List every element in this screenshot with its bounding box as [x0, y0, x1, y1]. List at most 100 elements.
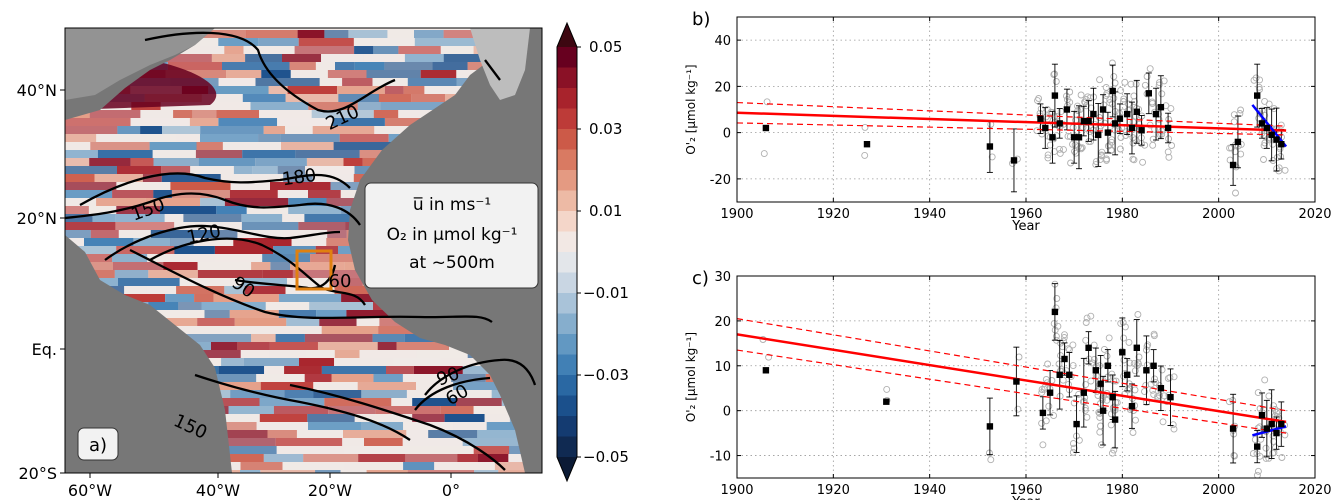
- gridlines: [736, 275, 1316, 478]
- profile-point: [1077, 145, 1085, 153]
- anomaly-patch: [359, 350, 417, 358]
- anomaly-patch: [453, 382, 519, 390]
- profile-point: [1158, 90, 1166, 98]
- profile-point: [1056, 145, 1063, 153]
- anomaly-patch: [65, 230, 91, 238]
- x-axis-label: Year: [1011, 219, 1040, 234]
- anomaly-patch: [242, 150, 296, 158]
- profile-point: [1050, 71, 1058, 78]
- anomaly-patch: [407, 470, 475, 473]
- anomaly-patch: [214, 254, 263, 262]
- profile-point: [1033, 127, 1041, 135]
- map-frame: [64, 27, 543, 474]
- anomaly-patch: [282, 54, 322, 62]
- data-point: [1109, 87, 1116, 95]
- anomaly-patch: [89, 158, 131, 166]
- anomaly-patch: [243, 358, 299, 366]
- anomaly-patch: [251, 262, 271, 270]
- anomaly-patch: [326, 198, 370, 206]
- profile-point: [1237, 106, 1245, 114]
- anomaly-patch: [319, 78, 343, 86]
- anomaly-patch: [221, 358, 244, 366]
- anomaly-patch: [462, 438, 531, 446]
- lat-tick-label: 40°N: [17, 81, 57, 100]
- anomaly-patch: [194, 294, 214, 302]
- anomaly-patch: [256, 422, 308, 430]
- profile-point: [1060, 146, 1067, 154]
- anomaly-patch: [494, 462, 542, 470]
- anomaly-patch: [162, 126, 201, 134]
- anomaly-patch: [167, 326, 216, 334]
- data-point: [1039, 409, 1047, 417]
- profile-point: [1102, 84, 1110, 91]
- profile-point: [1096, 428, 1104, 436]
- anomaly-patch: [250, 102, 309, 110]
- anomaly-patch: [380, 102, 448, 110]
- data-point: [1051, 92, 1059, 99]
- data-point: [1085, 344, 1092, 351]
- anomaly-patch: [297, 430, 344, 438]
- anomaly-patch: [147, 134, 176, 142]
- y-tick-label: 0: [723, 405, 731, 420]
- anomaly-patch: [113, 262, 164, 270]
- anomaly-patch: [273, 246, 316, 254]
- anomaly-patch: [262, 270, 293, 278]
- anomaly-patch: [216, 110, 259, 118]
- anomaly-patch: [89, 110, 141, 118]
- anomaly-patch: [409, 446, 474, 454]
- profile-point: [1044, 154, 1052, 162]
- anomaly-patch: [204, 310, 230, 318]
- gridlines: [736, 17, 1316, 202]
- anomaly-patch: [404, 54, 444, 62]
- anomaly-patch: [265, 302, 310, 310]
- anomaly-patch: [330, 182, 361, 190]
- profile-point: [1124, 386, 1132, 394]
- profile-point: [861, 151, 869, 159]
- anomaly-patch: [309, 302, 373, 310]
- data-point: [762, 124, 770, 132]
- data-point: [1111, 416, 1119, 423]
- profile-point: [1117, 134, 1125, 141]
- data-point: [1128, 124, 1136, 132]
- profile-point: [985, 449, 993, 457]
- anomaly-patch: [222, 62, 290, 70]
- anomaly-patch: [192, 110, 217, 118]
- anomaly-patch: [467, 62, 490, 70]
- anomaly-patch: [384, 62, 433, 70]
- anomaly-patch: [214, 246, 274, 254]
- timeseries-panel-b: 1900 1920 1940 1960 1980 2000 2020 -20 0 20 40 Year…: [684, 9, 1331, 234]
- colorbar-swatch: [557, 354, 577, 376]
- data-point: [1080, 117, 1087, 125]
- anomaly-patch: [334, 286, 370, 294]
- anomaly-patch: [270, 262, 291, 270]
- anomaly-patch: [118, 294, 166, 302]
- profile-point: [1149, 386, 1157, 394]
- data-point: [1152, 110, 1160, 118]
- x-tick-label: 1940: [913, 207, 946, 222]
- anomaly-patch: [354, 166, 374, 174]
- anomaly-patch: [124, 286, 147, 294]
- profile-point: [1129, 429, 1137, 436]
- anomaly-patch: [277, 166, 306, 174]
- data-point: [1104, 362, 1112, 369]
- profile-point: [1115, 109, 1123, 117]
- anomaly-patch: [97, 150, 153, 158]
- anomaly-patch: [243, 278, 287, 286]
- anomaly-patch: [268, 86, 288, 94]
- data-point: [1229, 425, 1237, 432]
- anomaly-patch: [228, 406, 274, 414]
- profile-point: [1052, 78, 1060, 85]
- profile-point: [1092, 161, 1100, 169]
- data-point: [1097, 380, 1104, 387]
- anomaly-patch: [358, 454, 406, 462]
- anomaly-patch: [312, 126, 375, 134]
- profile-point: [1148, 100, 1156, 107]
- profile-point: [765, 353, 773, 361]
- profile-point: [1097, 422, 1104, 430]
- anomaly-patch: [267, 430, 297, 438]
- data-point: [1010, 157, 1018, 164]
- anomaly-patch: [412, 398, 456, 406]
- anomaly-patch: [316, 310, 347, 318]
- anomaly-patch: [256, 374, 305, 382]
- anomaly-patch: [342, 78, 373, 86]
